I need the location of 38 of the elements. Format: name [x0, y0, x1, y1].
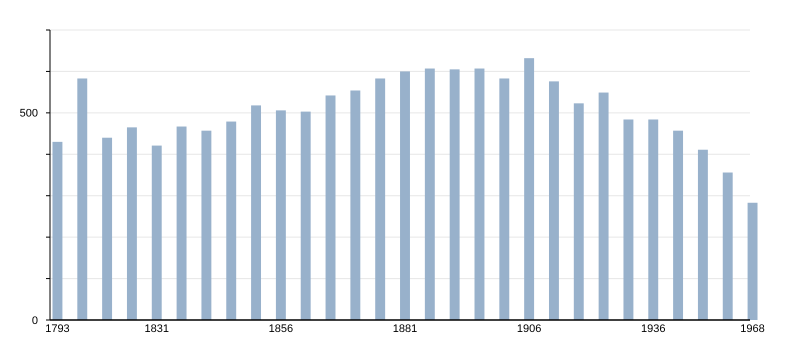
bar [623, 119, 634, 320]
x-tick-label: 1793 [45, 323, 70, 335]
bar [300, 112, 311, 320]
bar [375, 78, 386, 320]
bar [226, 122, 236, 320]
bar [52, 142, 62, 320]
bar [474, 68, 484, 320]
bar [77, 78, 88, 320]
bar [548, 81, 559, 320]
bar [722, 172, 733, 320]
bar [748, 202, 758, 320]
bar [673, 130, 684, 320]
bar [326, 95, 336, 320]
bar [524, 58, 534, 320]
bar [276, 110, 286, 320]
x-tick-label: 1906 [516, 323, 542, 335]
y-tick-label: 0 [32, 314, 38, 327]
x-tick-label: 1936 [641, 323, 666, 335]
bar [400, 71, 410, 320]
bar [648, 119, 658, 320]
x-tick-label: 1968 [740, 323, 765, 335]
bar [574, 103, 584, 320]
bar [102, 138, 112, 320]
bar [450, 69, 460, 320]
x-tick-label: 1856 [268, 323, 294, 335]
y-tick-label: 500 [20, 108, 38, 120]
bar [201, 130, 212, 320]
bar [176, 126, 187, 320]
bar [424, 68, 435, 320]
bar [499, 78, 510, 320]
x-tick-label: 1831 [144, 323, 169, 335]
bar [350, 90, 360, 320]
bar [152, 146, 162, 320]
bar [598, 92, 609, 320]
x-tick-label: 1881 [392, 323, 418, 335]
bar [126, 127, 137, 320]
bar [251, 105, 262, 320]
bar [698, 150, 708, 320]
